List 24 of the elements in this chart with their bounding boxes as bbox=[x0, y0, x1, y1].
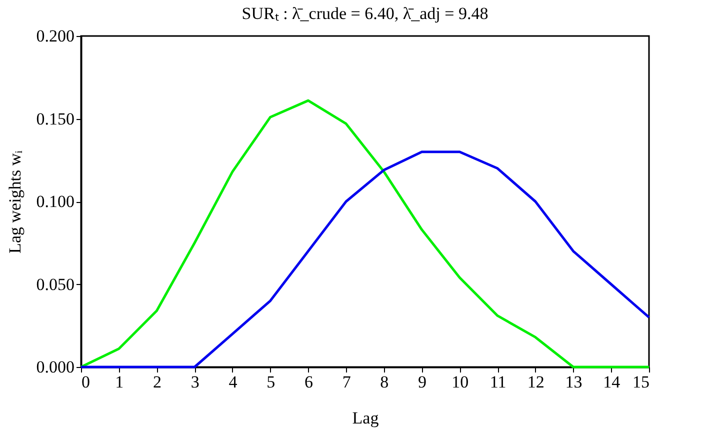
x-tick-label: 9 bbox=[418, 372, 427, 392]
x-tick-label: 8 bbox=[380, 372, 389, 392]
y-tick-label: 0.150 bbox=[36, 109, 74, 128]
x-tick-label: 7 bbox=[342, 372, 352, 392]
x-tick-label: 10 bbox=[452, 372, 469, 392]
x-tick-label: 0 bbox=[82, 372, 90, 392]
x-tick-label: 14 bbox=[603, 372, 621, 392]
y-tick-label: 0.100 bbox=[36, 192, 74, 211]
y-tick-label: 0.000 bbox=[36, 358, 74, 376]
x-tick-label: 13 bbox=[565, 372, 582, 392]
x-tick-label: 15 bbox=[632, 372, 650, 392]
x-tick-label: 2 bbox=[152, 372, 162, 392]
x-tick-label: 4 bbox=[228, 372, 238, 392]
y-tick-label: 0.050 bbox=[36, 274, 74, 294]
x-tick-label: 3 bbox=[190, 372, 200, 392]
x-axis-title: Lag bbox=[352, 408, 380, 428]
x-tick-label: 11 bbox=[490, 372, 506, 392]
y-tick-label: 0.200 bbox=[36, 26, 74, 46]
x-tick-label: 5 bbox=[266, 372, 276, 392]
chart-title: SURₜ : λ̄_crude = 6.40, λ̄_adj = 9.48 bbox=[242, 4, 488, 23]
x-tick-label: 6 bbox=[304, 372, 313, 392]
x-tick-label: 12 bbox=[527, 372, 544, 392]
x-tick-label: 1 bbox=[115, 372, 124, 392]
y-axis-title: Lag weights wᵢ bbox=[5, 150, 24, 254]
